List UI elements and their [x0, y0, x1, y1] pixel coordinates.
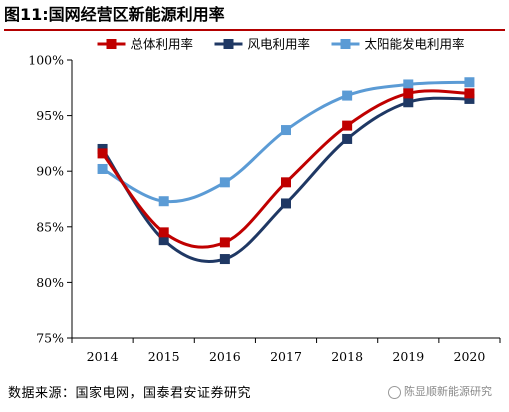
data-point-marker — [464, 93, 475, 104]
legend-marker-swatch — [223, 39, 234, 49]
x-tick-label: 2018 — [331, 349, 363, 364]
watermark-text: 陈显顺新能源研究 — [404, 385, 492, 398]
x-tick-label: 2014 — [87, 349, 119, 364]
data-point-marker — [403, 79, 414, 90]
data-point-marker — [281, 177, 291, 188]
legend-marker-swatch — [106, 39, 117, 49]
legend-label: 总体利用率 — [131, 37, 194, 52]
x-tick-label: 2016 — [209, 349, 241, 364]
y-tick-label: 80% — [36, 275, 64, 290]
chart-axes: 75% 80% 85% 90% 95% 100% 2014 2015 2016 2017 2018 2… — [28, 53, 501, 364]
y-tick-label: 85% — [36, 219, 64, 234]
legend-marker-swatch — [340, 39, 351, 49]
watermark: 陈显顺新能源研究 — [388, 383, 492, 399]
wechat-icon — [388, 385, 401, 399]
data-point-marker — [158, 227, 169, 238]
series-line — [101, 89, 471, 249]
y-tick-label: 95% — [36, 108, 64, 123]
data-point-marker — [97, 163, 108, 174]
chart-legend: 总体利用率 风电利用率 太阳能发电利用率 — [97, 37, 465, 52]
data-point-marker — [281, 125, 291, 136]
x-tick-label: 2017 — [270, 349, 302, 364]
data-point-marker — [403, 88, 414, 99]
data-point-marker — [342, 90, 353, 101]
x-tick-label: 2019 — [392, 349, 424, 364]
x-tick-label: 2020 — [454, 349, 486, 364]
figure-title-bar: 图11:国网经营区新能源利用率 — [4, 3, 505, 31]
data-point-marker — [158, 196, 169, 207]
x-tick-label: 2015 — [148, 349, 180, 364]
legend-label: 太阳能发电利用率 — [365, 37, 465, 52]
y-tick-label: 75% — [36, 331, 64, 346]
data-point-marker — [342, 133, 353, 144]
data-point-marker — [219, 237, 230, 248]
data-source-note: 数据来源：国家电网，国泰君安证券研究 — [8, 386, 252, 401]
chart-plot-area — [97, 77, 475, 265]
data-point-marker — [219, 177, 230, 188]
y-tick-label: 100% — [28, 53, 64, 68]
figure-title: 图11:国网经营区新能源利用率 — [4, 5, 225, 24]
data-point-marker — [403, 97, 414, 108]
data-point-marker — [219, 254, 230, 265]
data-point-marker — [464, 77, 475, 88]
data-point-marker — [158, 235, 169, 246]
legend-label: 风电利用率 — [248, 37, 311, 52]
data-point-marker — [464, 88, 475, 99]
data-point-marker — [342, 120, 353, 131]
data-point-marker — [97, 148, 108, 159]
data-point-marker — [281, 198, 291, 209]
y-tick-label: 90% — [36, 164, 64, 179]
